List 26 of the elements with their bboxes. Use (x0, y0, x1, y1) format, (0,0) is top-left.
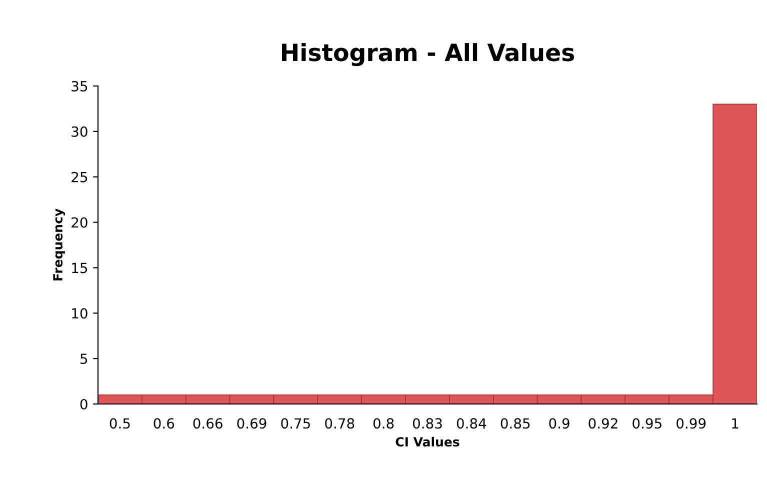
x-tick-label: 0.92 (588, 418, 618, 429)
x-tick-label: 0.99 (676, 418, 706, 429)
y-tick-label: 0 (80, 398, 88, 410)
x-axis-title: CI Values (396, 436, 460, 447)
x-tick-label: 0.66 (193, 418, 222, 429)
x-tick-label: 0.5 (110, 418, 130, 429)
x-tick-label: 0.75 (281, 418, 310, 429)
x-tick-label: 0.95 (632, 418, 662, 429)
y-tick-label: 25 (72, 172, 88, 182)
y-tick-label: 20 (72, 217, 88, 228)
y-tick-label: 15 (72, 262, 88, 274)
x-tick-label: 0.69 (237, 418, 266, 429)
x-tick-label: 0.84 (456, 418, 486, 429)
x-tick-label: 0.78 (325, 418, 354, 429)
x-tick-label: 0.83 (412, 418, 442, 429)
y-tick-label: 30 (72, 126, 88, 137)
chart-title: Histogram - All Values (282, 43, 574, 66)
x-tick-label: 0.85 (500, 418, 530, 429)
y-tick-label: 35 (72, 80, 88, 92)
y-tick-label: 10 (72, 308, 88, 319)
x-tick-label: 0.6 (154, 418, 174, 429)
x-tick-label: 0.9 (549, 418, 570, 429)
y-axis-title: Frequency (53, 208, 66, 280)
x-tick-label: 1 (732, 418, 738, 428)
x-tick-label: 0.8 (373, 418, 394, 429)
y-tick-label: 5 (80, 354, 88, 364)
